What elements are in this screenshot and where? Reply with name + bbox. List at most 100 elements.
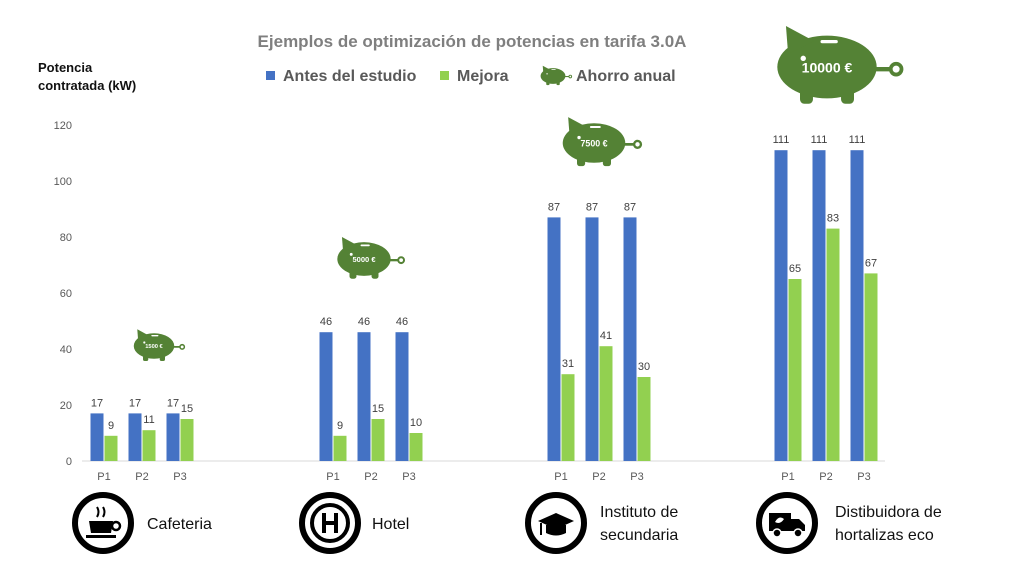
- legend-swatch-after: [440, 71, 449, 80]
- data-label-before: 87: [624, 201, 636, 213]
- data-label-after: 10: [410, 417, 422, 429]
- piggy-ear: [542, 65, 550, 73]
- delivery-van-icon: [756, 492, 818, 554]
- category-label: P3: [173, 471, 186, 483]
- bar-after-p2: [826, 228, 840, 461]
- data-label-after: 15: [181, 403, 193, 415]
- bar-before-p1: [547, 217, 561, 461]
- piggy-coin-slot: [820, 40, 838, 44]
- bar-before-p2: [812, 150, 826, 461]
- bar-before-p3: [395, 332, 409, 461]
- data-label-before: 46: [320, 316, 332, 328]
- legend-swatch-before: [266, 71, 275, 80]
- y-tick-label: 80: [60, 232, 72, 244]
- bar-after-p1: [561, 374, 575, 461]
- piggy-ear: [137, 329, 149, 341]
- bar-after-p1: [333, 435, 347, 461]
- data-label-before: 111: [773, 134, 790, 146]
- piggy-bank-icon: 5000 €: [337, 236, 406, 279]
- piggy-tail: [888, 61, 904, 77]
- bar-before-p1: [774, 150, 788, 461]
- saving-label: 5000 €: [352, 255, 376, 264]
- client-name: Cafeteria: [147, 516, 212, 533]
- category-label: P2: [364, 471, 377, 483]
- legend-label-after: Mejora: [457, 68, 509, 85]
- bar-after-p2: [371, 419, 385, 461]
- piggy-coin-slot: [151, 335, 159, 337]
- bar-after-p3: [180, 419, 194, 461]
- piggy-tail: [179, 343, 186, 350]
- saving-label: 10000 €: [802, 59, 853, 75]
- client-name: hortalizas eco: [835, 527, 934, 544]
- piggy-body: [540, 68, 566, 84]
- piggy-eye: [143, 341, 146, 344]
- piggy-body: [562, 123, 626, 163]
- legend-label-saving: Ahorro anual: [576, 68, 676, 85]
- piggy-coin-slot: [589, 126, 601, 129]
- category-label: P1: [781, 471, 794, 483]
- data-label-before: 17: [167, 397, 179, 409]
- data-label-after: 11: [143, 414, 154, 426]
- piggy-ear: [785, 25, 815, 55]
- bar-before-p1: [319, 332, 333, 461]
- client-name: secundaria: [600, 527, 678, 544]
- category-label: P2: [819, 471, 832, 483]
- data-label-before: 111: [811, 134, 828, 146]
- bar-before-p3: [623, 217, 637, 461]
- data-label-before: 87: [586, 201, 598, 213]
- data-label-after: 30: [638, 361, 650, 373]
- y-tick-label: 120: [54, 120, 72, 132]
- category-label: P3: [857, 471, 870, 483]
- category-label: P3: [402, 471, 415, 483]
- bar-after-p3: [864, 273, 878, 461]
- piggy-bank-icon: 10000 €: [777, 25, 904, 104]
- piggy-body: [337, 242, 391, 276]
- bar-before-p2: [357, 332, 371, 461]
- y-axis-label-line-2: contratada (kW): [38, 78, 136, 93]
- piggy-eye: [800, 55, 806, 62]
- savings-badges: 1500 € 5000 € 7500 € 10000 €: [133, 25, 904, 361]
- piggy-coin-slot: [551, 69, 556, 71]
- data-label-before: 17: [91, 397, 103, 409]
- data-label-before: 111: [849, 134, 866, 146]
- bar-before-p1: [90, 413, 104, 461]
- piggy-ear: [568, 117, 586, 135]
- saving-label: 7500 €: [580, 138, 607, 148]
- data-label-after: 15: [372, 403, 384, 415]
- piggy-ear: [341, 236, 358, 253]
- y-tick-label: 20: [60, 400, 72, 412]
- client-name: Hotel: [372, 516, 409, 533]
- bar-after-p3: [637, 377, 651, 461]
- piggy-tail: [568, 74, 573, 79]
- data-label-after: 9: [108, 420, 114, 432]
- data-label-before: 87: [548, 201, 560, 213]
- data-label-after: 67: [865, 257, 877, 269]
- legend-label-before: Antes del estudio: [283, 68, 417, 85]
- y-axis: 0 20 40 60 80 100 120: [54, 120, 72, 468]
- piggy-body: [777, 35, 877, 99]
- piggy-bank-icon: 1500 €: [133, 329, 186, 361]
- y-tick-label: 0: [66, 456, 72, 468]
- bar-before-p2: [128, 413, 142, 461]
- client-name: Instituto de: [600, 504, 678, 521]
- y-axis-label-line-1: Potencia: [38, 60, 93, 75]
- bar-after-p1: [788, 279, 802, 461]
- saving-label: 1500 €: [145, 344, 163, 350]
- hotel-icon: [299, 492, 361, 554]
- piggy-eye: [546, 73, 548, 75]
- bar-after-p2: [142, 430, 156, 461]
- piggy-bank-icon: 7500 €: [562, 117, 643, 167]
- piggy-eye: [577, 135, 581, 140]
- client-name: Distibuidora de: [835, 504, 942, 521]
- graduation-cap-icon: [525, 492, 587, 554]
- piggy-coin-slot: [360, 244, 370, 247]
- piggy-tail: [632, 139, 643, 149]
- legend-piggy-bank-icon: [540, 65, 573, 86]
- piggy-tail: [397, 256, 406, 265]
- category-label: P2: [135, 471, 148, 483]
- client-icons: Cafeteria Hotel Instituto de secundaria Dist…: [72, 492, 942, 554]
- data-label-before: 46: [396, 316, 408, 328]
- data-label-before: 17: [129, 397, 141, 409]
